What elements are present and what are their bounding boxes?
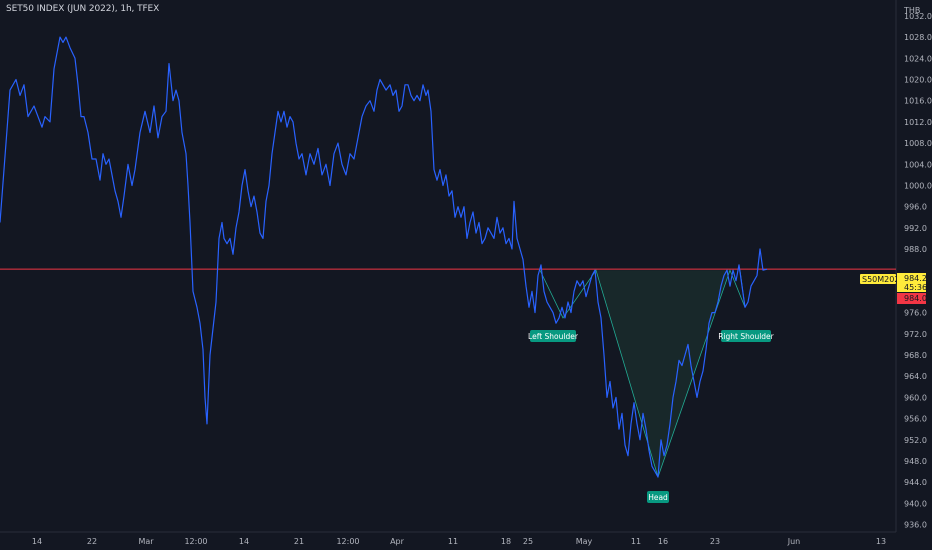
price-tick-label: 1024.0: [904, 54, 932, 63]
symbol-tag-bg: [860, 274, 896, 284]
time-tick-label: 23: [710, 537, 720, 546]
time-tick-label: 11: [631, 537, 641, 546]
time-tick-label: 11: [448, 537, 458, 546]
last-price-tag-bg: [897, 273, 926, 292]
time-tick-label: 16: [658, 537, 668, 546]
price-tick-label: 936.0: [904, 521, 927, 530]
pattern-label-bg: [647, 491, 669, 503]
last-price-tag: 984.2: [904, 274, 927, 283]
price-series-line[interactable]: [0, 36, 768, 478]
price-tick-label: 960.0: [904, 393, 927, 402]
price-tick-label: 948.0: [904, 457, 927, 466]
time-tick-label: 14: [239, 537, 249, 546]
countdown-tag: 45:36: [904, 283, 927, 292]
pattern-label-bg: [530, 330, 576, 342]
price-tick-label: 972.0: [904, 330, 927, 339]
price-tick-label: 1004.0: [904, 160, 932, 169]
time-tick-label: 14: [32, 537, 42, 546]
price-tags: S50M2022 984.2 45:36 984.0: [860, 273, 927, 304]
time-tick-label: Jun: [787, 537, 801, 546]
price-tick-label: 956.0: [904, 415, 927, 424]
price-tick-label: 1032.0: [904, 12, 932, 21]
price-tick-label: 996.0: [904, 203, 927, 212]
price-tick-label: 944.0: [904, 478, 927, 487]
price-axis-unit: THB: [903, 6, 920, 15]
pattern-label-bg: [721, 330, 771, 342]
price-tick-label: 976.0: [904, 309, 927, 318]
price-tick-label: 1012.0: [904, 118, 932, 127]
price-tick-label: 968.0: [904, 351, 927, 360]
pattern-label: Left Shoulder: [528, 332, 579, 341]
time-tick-label: 21: [294, 537, 304, 546]
head-area: [596, 270, 730, 477]
price-tick-label: 1016.0: [904, 97, 932, 106]
time-tick-label: Mar: [138, 537, 154, 546]
price-tick-label: 940.0: [904, 499, 927, 508]
time-axis-ticks: 14 22 Mar 12:00 14 21 12:00 Apr 11 18 25 May 11 16 23 J…: [32, 537, 886, 546]
time-tick-label: Apr: [390, 537, 405, 546]
pattern-label: Right Shoulder: [718, 332, 774, 341]
time-tick-label: 22: [87, 537, 97, 546]
price-tick-label: 1008.0: [904, 139, 932, 148]
pattern-labels: Left Shoulder Head Right Shoulder: [528, 330, 775, 503]
time-tick-label: 18: [501, 537, 511, 546]
time-tick-label: 13: [876, 537, 886, 546]
price-tick-label: 988.0: [904, 245, 927, 254]
time-tick-label: 12:00: [184, 537, 207, 546]
price-tick-label: 1020.0: [904, 75, 932, 84]
symbol-tag: S50M2022: [862, 275, 905, 284]
pattern-label: Head: [648, 493, 668, 502]
time-tick-label: May: [576, 537, 593, 546]
price-tick-label: 952.0: [904, 436, 927, 445]
time-tick-label: 12:00: [336, 537, 359, 546]
price-axis-ticks: 1032.0 1028.0 1024.0 1020.0 1016.0 1012.0 1008…: [904, 12, 932, 530]
close-price-tag: 984.0: [904, 294, 927, 303]
close-price-tag-bg: [897, 293, 926, 304]
chart-title: SET50 INDEX (JUN 2022), 1h, TFEX: [6, 4, 160, 14]
price-tick-label: 964.0: [904, 372, 927, 381]
time-tick-label: 25: [523, 537, 533, 546]
price-tick-label: 1000.0: [904, 181, 932, 190]
price-tick-label: 1028.0: [904, 33, 932, 42]
price-tick-label: 992.0: [904, 224, 927, 233]
